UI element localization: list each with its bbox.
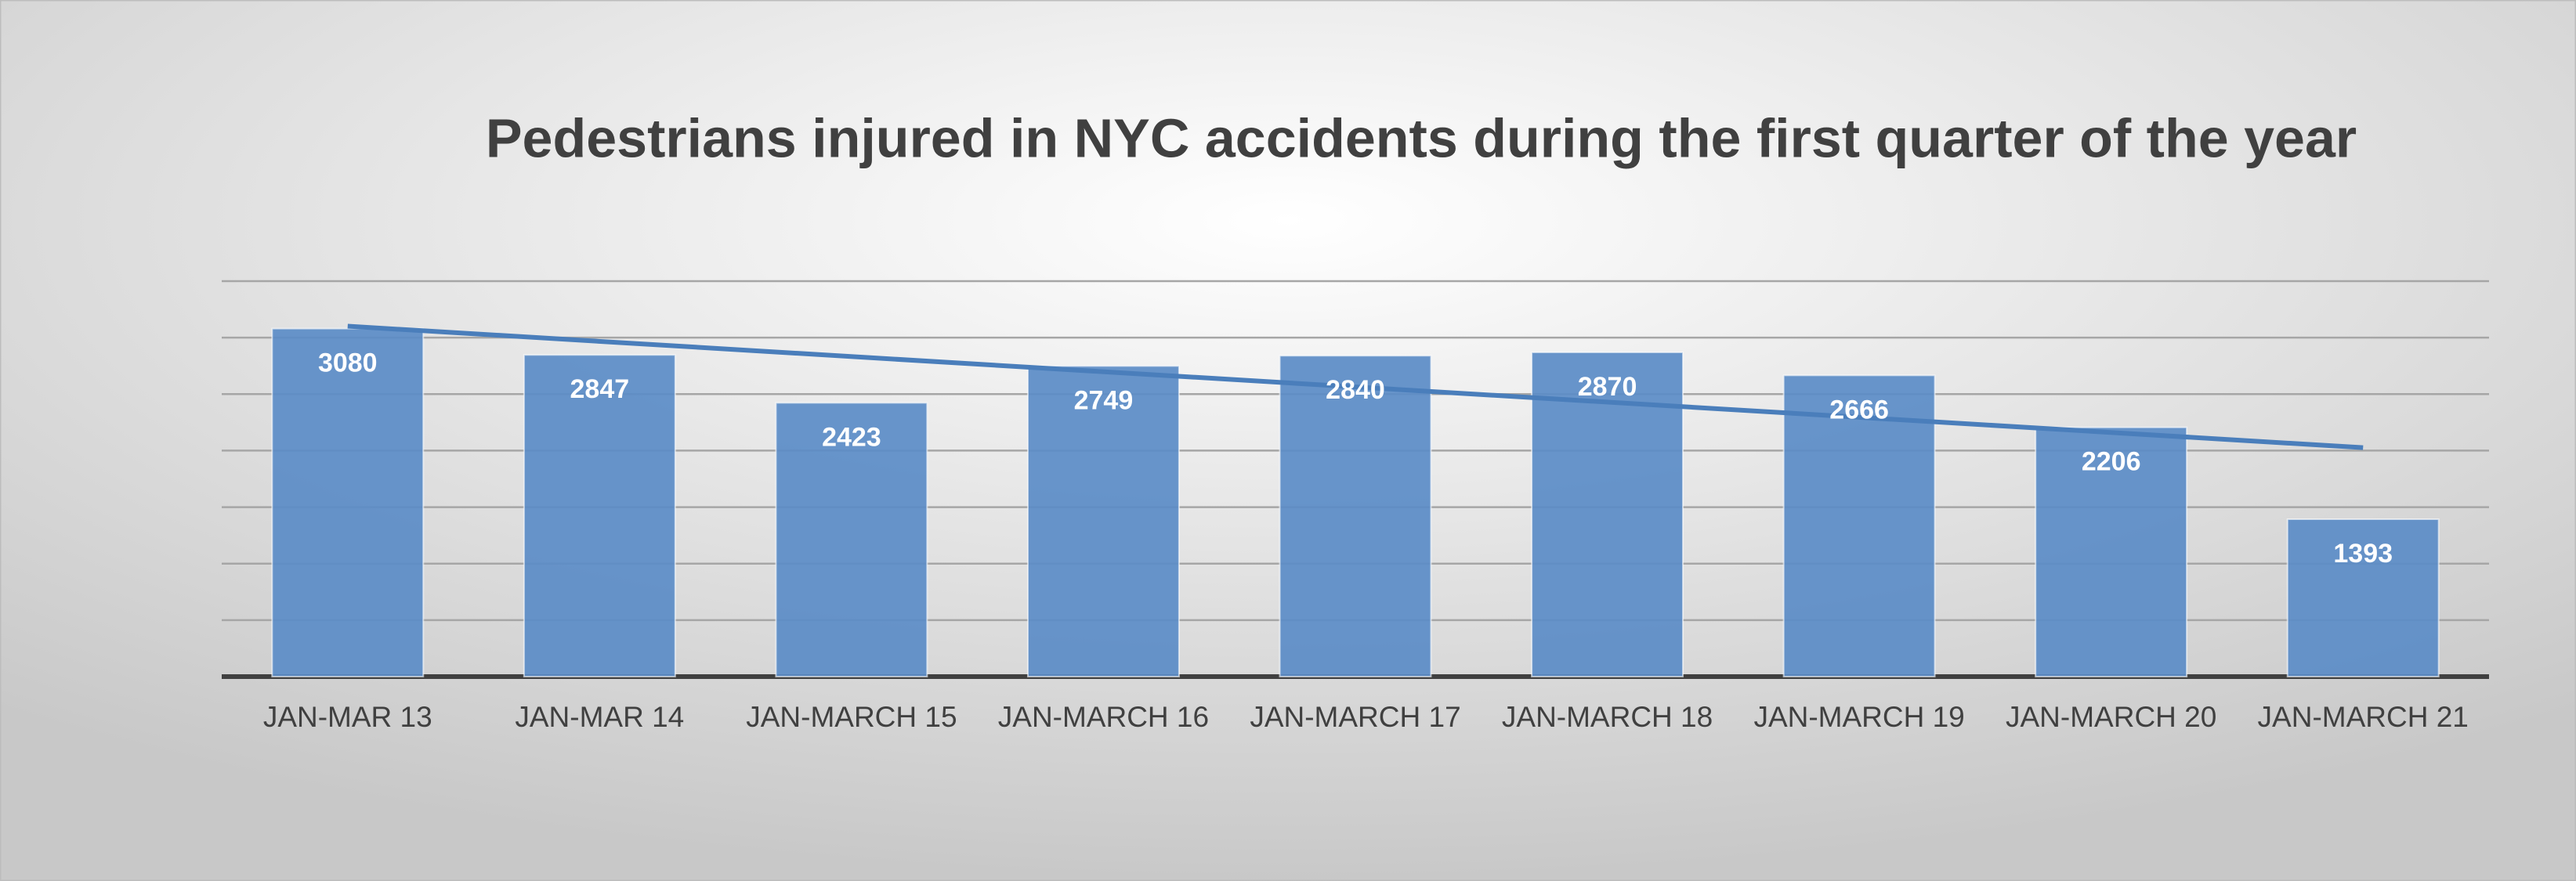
data-label: 2840 (1326, 375, 1385, 405)
trendline (347, 323, 2364, 450)
data-label: 1393 (2333, 539, 2393, 569)
data-label: 2749 (1074, 385, 1134, 415)
chart-title: Pedestrians injured in NYC accidents dur… (486, 107, 2357, 168)
bar (775, 402, 928, 677)
bar (1782, 374, 1936, 677)
bar (2035, 426, 2188, 677)
x-tick-label: JAN-MARCH 20 (2006, 701, 2216, 733)
x-tick-label: JAN-MARCH 18 (1502, 701, 1713, 733)
x-tick-label: JAN-MARCH 16 (998, 701, 1209, 733)
data-label: 2666 (1829, 395, 1889, 424)
data-label: 3080 (318, 348, 378, 378)
bar (2286, 518, 2440, 678)
x-tick-label: JAN-MARCH 15 (746, 701, 957, 733)
bar (1026, 365, 1180, 677)
x-tick-label: JAN-MARCH 17 (1250, 701, 1460, 733)
bar (271, 327, 425, 677)
data-label: 2423 (822, 422, 881, 452)
x-tick-label: JAN-MARCH 21 (2258, 701, 2469, 733)
bar (1279, 355, 1432, 677)
x-tick-label: JAN-MAR 13 (263, 701, 432, 733)
data-label: 2870 (1578, 372, 1637, 402)
x-tick-label: JAN-MAR 14 (515, 701, 684, 733)
data-label: 2206 (2082, 447, 2141, 477)
data-label: 2847 (570, 374, 630, 404)
x-tick-label: JAN-MARCH 19 (1753, 701, 1964, 733)
bar (523, 354, 676, 677)
